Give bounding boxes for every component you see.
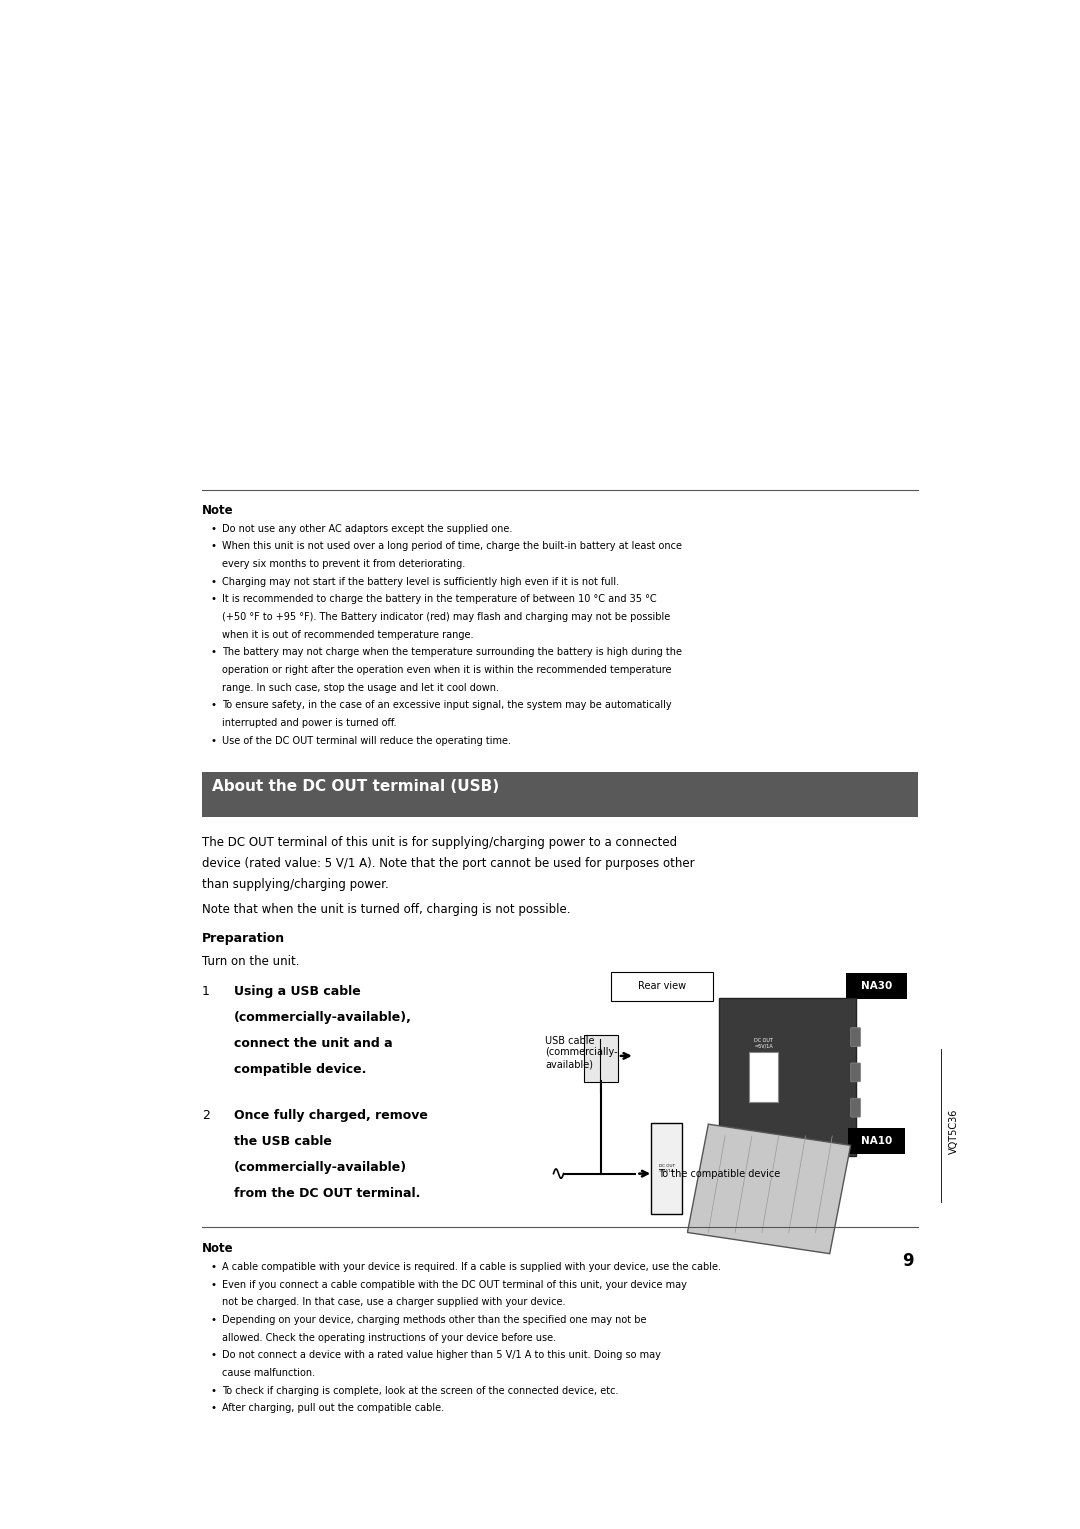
Text: DC OUT
=5V/1A: DC OUT =5V/1A: [754, 1038, 773, 1049]
Text: •: •: [211, 1280, 216, 1289]
Text: •: •: [211, 700, 216, 711]
Text: cause malfunction.: cause malfunction.: [222, 1368, 315, 1378]
Text: •: •: [211, 1315, 216, 1326]
FancyBboxPatch shape: [719, 998, 856, 1156]
FancyBboxPatch shape: [750, 1052, 778, 1102]
Text: 1: 1: [202, 985, 210, 998]
Text: •: •: [211, 1350, 216, 1361]
Text: from the DC OUT terminal.: from the DC OUT terminal.: [233, 1187, 420, 1200]
Text: connect the unit and a: connect the unit and a: [233, 1037, 392, 1050]
FancyBboxPatch shape: [651, 1122, 683, 1214]
Text: the USB cable: the USB cable: [233, 1135, 332, 1148]
Text: The battery may not charge when the temperature surrounding the battery is high : The battery may not charge when the temp…: [222, 647, 683, 657]
Text: (commercially-available),: (commercially-available),: [233, 1011, 411, 1024]
Text: compatible device.: compatible device.: [233, 1063, 366, 1076]
Text: Depending on your device, charging methods other than the specified one may not : Depending on your device, charging metho…: [222, 1315, 647, 1326]
Text: Note that when the unit is turned off, charging is not possible.: Note that when the unit is turned off, c…: [202, 902, 570, 916]
FancyBboxPatch shape: [202, 772, 918, 816]
FancyBboxPatch shape: [848, 1128, 905, 1153]
Text: It is recommended to charge the battery in the temperature of between 10 °C and : It is recommended to charge the battery …: [222, 595, 657, 604]
Text: •: •: [211, 1404, 216, 1413]
Text: 2: 2: [202, 1109, 210, 1122]
Text: Turn on the unit.: Turn on the unit.: [202, 954, 299, 968]
Text: NA30: NA30: [861, 982, 892, 991]
Text: Charging may not start if the battery level is sufficiently high even if it is n: Charging may not start if the battery le…: [222, 576, 619, 587]
FancyBboxPatch shape: [851, 1098, 861, 1118]
Text: interrupted and power is turned off.: interrupted and power is turned off.: [222, 719, 396, 728]
Text: •: •: [211, 595, 216, 604]
Text: •: •: [211, 576, 216, 587]
FancyBboxPatch shape: [584, 1035, 618, 1083]
Text: Even if you connect a cable compatible with the DC OUT terminal of this unit, yo: Even if you connect a cable compatible w…: [222, 1280, 687, 1289]
Text: NA10: NA10: [861, 1136, 892, 1145]
Text: To ensure safety, in the case of an excessive input signal, the system may be au: To ensure safety, in the case of an exce…: [222, 700, 672, 711]
Text: •: •: [211, 541, 216, 552]
Text: USB cable
(commercially-
available): USB cable (commercially- available): [545, 1035, 618, 1069]
Text: device (rated value: 5 V/1 A). Note that the port cannot be used for purposes ot: device (rated value: 5 V/1 A). Note that…: [202, 856, 694, 870]
Text: Note: Note: [202, 1242, 233, 1255]
FancyBboxPatch shape: [847, 974, 907, 1000]
Text: operation or right after the operation even when it is within the recommended te: operation or right after the operation e…: [222, 665, 672, 674]
Text: than supplying/charging power.: than supplying/charging power.: [202, 878, 389, 891]
Text: Preparation: Preparation: [202, 933, 285, 945]
Text: (+50 °F to +95 °F). The Battery indicator (red) may flash and charging may not b: (+50 °F to +95 °F). The Battery indicato…: [222, 612, 671, 622]
Text: Use of the DC OUT terminal will reduce the operating time.: Use of the DC OUT terminal will reduce t…: [222, 735, 511, 746]
Text: range. In such case, stop the usage and let it cool down.: range. In such case, stop the usage and …: [222, 682, 499, 693]
Text: allowed. Check the operating instructions of your device before use.: allowed. Check the operating instruction…: [222, 1333, 556, 1342]
FancyBboxPatch shape: [611, 972, 714, 1000]
Text: •: •: [211, 647, 216, 657]
Text: when it is out of recommended temperature range.: when it is out of recommended temperatur…: [222, 630, 473, 639]
Text: Rear view: Rear view: [638, 982, 687, 991]
Text: DC OUT
=5V/1A: DC OUT =5V/1A: [659, 1164, 675, 1173]
Text: Once fully charged, remove: Once fully charged, remove: [233, 1109, 428, 1122]
Text: (commercially-available): (commercially-available): [233, 1161, 407, 1174]
Text: every six months to prevent it from deteriorating.: every six months to prevent it from dete…: [222, 560, 465, 569]
Text: To check if charging is complete, look at the screen of the connected device, et: To check if charging is complete, look a…: [222, 1385, 619, 1396]
Text: The DC OUT terminal of this unit is for supplying/charging power to a connected: The DC OUT terminal of this unit is for …: [202, 836, 677, 849]
Text: 9: 9: [902, 1252, 914, 1269]
Text: After charging, pull out the compatible cable.: After charging, pull out the compatible …: [222, 1404, 444, 1413]
Text: When this unit is not used over a long period of time, charge the built-in batte: When this unit is not used over a long p…: [222, 541, 683, 552]
Text: A cable compatible with your device is required. If a cable is supplied with you: A cable compatible with your device is r…: [222, 1261, 721, 1272]
FancyBboxPatch shape: [851, 1027, 861, 1046]
FancyBboxPatch shape: [851, 1063, 861, 1083]
Text: About the DC OUT terminal (USB): About the DC OUT terminal (USB): [212, 780, 499, 794]
Text: not be charged. In that case, use a charger supplied with your device.: not be charged. In that case, use a char…: [222, 1297, 566, 1307]
Text: •: •: [211, 1385, 216, 1396]
Text: Note: Note: [202, 503, 233, 517]
Text: •: •: [211, 735, 216, 746]
Text: •: •: [211, 524, 216, 534]
Polygon shape: [688, 1124, 851, 1254]
Text: To the compatible device: To the compatible device: [658, 1168, 781, 1179]
Text: Do not connect a device with a rated value higher than 5 V/1 A to this unit. Doi: Do not connect a device with a rated val…: [222, 1350, 661, 1361]
Text: Using a USB cable: Using a USB cable: [233, 985, 361, 998]
Text: •: •: [211, 1261, 216, 1272]
Text: Do not use any other AC adaptors except the supplied one.: Do not use any other AC adaptors except …: [222, 524, 512, 534]
Text: VQT5C36: VQT5C36: [948, 1109, 959, 1154]
